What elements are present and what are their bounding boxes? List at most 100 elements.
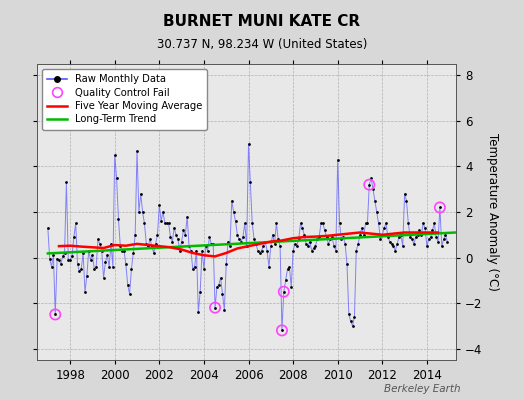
Point (101, 259, 110, 265)
Legend: Raw Monthly Data, Quality Control Fail, Five Year Moving Average, Long-Term Tren: Raw Monthly Data, Quality Control Fail, … (42, 69, 207, 130)
Point (294, 236, 303, 242)
Point (326, 236, 334, 242)
Point (335, 220, 344, 226)
Point (162, 220, 171, 226)
Point (170, 225, 178, 231)
Point (194, 309, 203, 315)
Point (259, 243, 268, 249)
Point (73, 261, 82, 268)
Point (75, 268, 84, 274)
Point (83, 272, 91, 279)
Point (112, 175, 121, 181)
Point (47, 264, 56, 270)
Point (424, 236, 433, 242)
Point (265, 264, 273, 270)
Point (297, 220, 305, 226)
Point (319, 220, 327, 226)
Point (189, 266, 197, 272)
Point (138, 209, 147, 215)
Point (313, 236, 321, 242)
Point (346, 318, 355, 324)
Point (57, 261, 65, 268)
Point (402, 198, 411, 204)
Point (256, 250, 264, 256)
Point (272, 220, 280, 226)
Point (374, 220, 383, 226)
Point (144, 243, 152, 249)
Point (166, 234, 174, 240)
Point (122, 261, 130, 268)
Point (274, 236, 282, 242)
Point (68, 253, 76, 260)
Point (280, 288, 288, 295)
Point (51, 311, 59, 318)
Point (270, 241, 279, 247)
Point (43, 225, 52, 231)
Point (103, 252, 112, 258)
Point (108, 264, 117, 270)
Point (421, 225, 429, 231)
Point (416, 227, 424, 234)
Point (438, 243, 446, 249)
Point (300, 232, 309, 238)
Point (276, 243, 285, 249)
Point (246, 179, 255, 186)
Point (49, 252, 58, 258)
Point (356, 232, 364, 238)
Point (278, 327, 286, 334)
Point (309, 245, 318, 252)
Point (365, 182, 374, 188)
Point (281, 277, 290, 284)
Point (434, 238, 442, 245)
Point (222, 261, 231, 268)
Point (280, 288, 288, 295)
Point (337, 236, 346, 242)
Point (308, 248, 316, 254)
Point (411, 234, 420, 240)
Point (231, 218, 239, 224)
Point (410, 241, 418, 247)
Point (393, 241, 401, 247)
Point (60, 250, 69, 256)
Point (181, 232, 190, 238)
Point (179, 227, 188, 234)
Point (187, 248, 195, 254)
Point (440, 236, 448, 242)
Point (226, 243, 234, 249)
Point (267, 243, 275, 249)
Point (207, 241, 215, 247)
Point (55, 257, 63, 263)
Point (224, 238, 232, 245)
Point (365, 182, 374, 188)
Point (341, 241, 350, 247)
Point (378, 232, 387, 238)
Point (443, 238, 452, 245)
Point (373, 209, 381, 215)
Point (389, 243, 398, 249)
Point (146, 236, 154, 242)
Point (159, 209, 167, 215)
Point (399, 243, 407, 249)
Point (380, 225, 388, 231)
Point (183, 213, 191, 220)
Point (100, 275, 108, 281)
Point (343, 261, 351, 268)
Point (105, 264, 113, 270)
Point (345, 311, 353, 318)
Point (305, 238, 314, 245)
Point (419, 220, 428, 226)
Point (435, 204, 444, 211)
Point (363, 220, 372, 226)
Point (79, 250, 88, 256)
Point (292, 243, 301, 249)
Point (133, 147, 141, 154)
Point (354, 241, 362, 247)
Point (216, 275, 225, 281)
Text: 30.737 N, 98.234 W (United States): 30.737 N, 98.234 W (United States) (157, 38, 367, 51)
Point (66, 257, 74, 263)
Text: Berkeley Earth: Berkeley Earth (385, 384, 461, 394)
Point (311, 243, 320, 249)
Point (88, 252, 96, 258)
Point (219, 291, 227, 297)
Point (386, 238, 394, 245)
